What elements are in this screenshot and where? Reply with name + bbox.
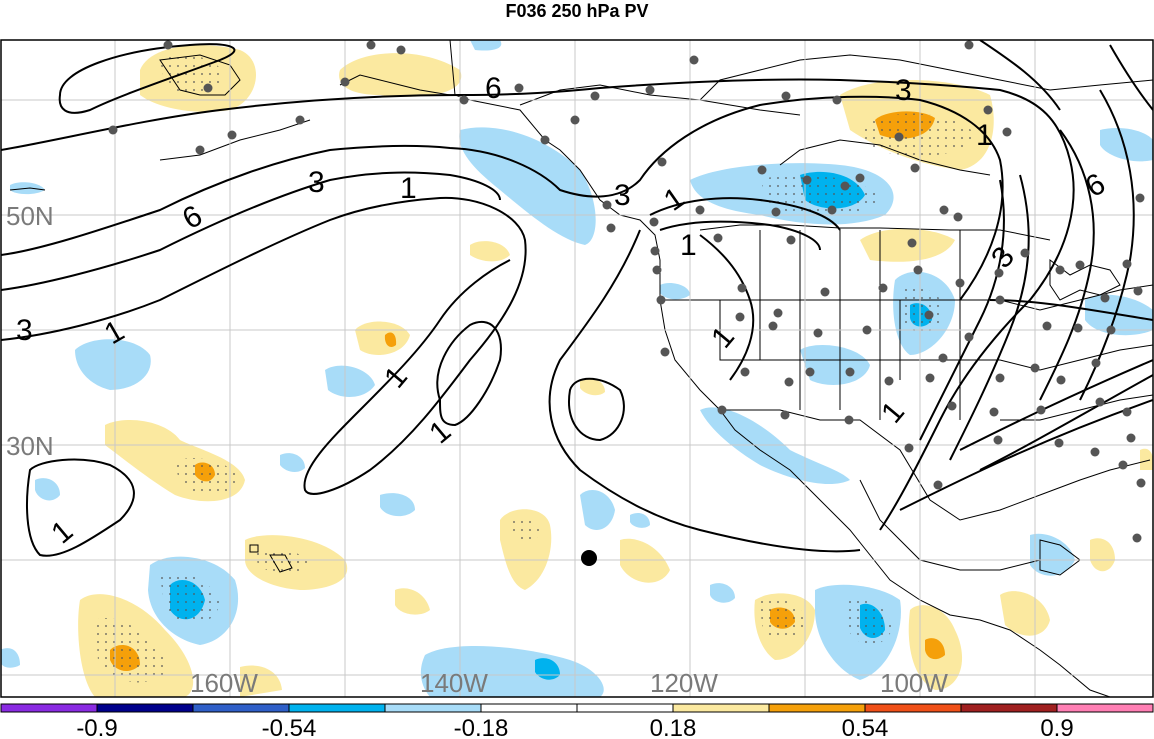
- colorbar-swatch: [97, 704, 193, 712]
- colorbar-label-neg-0.54: -0.54: [262, 715, 317, 739]
- gridlines: [1, 40, 1153, 697]
- contour-label: 3: [614, 179, 631, 212]
- colorbar-swatch: [865, 704, 961, 712]
- lon-label-140w: 140W: [420, 668, 488, 698]
- colorbar-swatch: [961, 704, 1057, 712]
- map-frame: [0, 39, 1154, 698]
- colorbar-swatch: [1057, 704, 1153, 712]
- colorbar-swatch: [1, 704, 97, 712]
- contour-label: 1: [400, 172, 417, 205]
- contour-label: 1: [976, 119, 993, 152]
- colorbar-label-0.54: 0.54: [842, 715, 889, 739]
- map-title: F036 250 hPa PV: [505, 1, 649, 21]
- colorbar-label-0.9: 0.9: [1040, 715, 1073, 739]
- station-dots: [108, 40, 1146, 543]
- colorbar-swatch: [769, 704, 865, 712]
- lon-label-160w: 160W: [190, 668, 258, 698]
- lat-label-30n: 30N: [6, 431, 54, 461]
- contour-label: 1: [680, 229, 697, 262]
- contour-label: 6: [485, 72, 502, 105]
- colorbar-label-0.18: 0.18: [650, 715, 697, 739]
- contour-label: 3: [308, 166, 325, 199]
- colorbar-label-neg-0.18: -0.18: [454, 715, 509, 739]
- colorbar-swatch: [673, 704, 769, 712]
- colorbar-swatch: [193, 704, 289, 712]
- colorbar-swatch: [481, 704, 577, 712]
- colorbar-swatch: [289, 704, 385, 712]
- contour-label: 3: [895, 74, 912, 107]
- pv-contours: [1, 40, 1153, 557]
- lon-label-120w: 120W: [650, 668, 718, 698]
- colorbar-swatch: [577, 704, 673, 712]
- colorbar-label-neg-0.9: -0.9: [76, 715, 117, 739]
- colorbar-swatch: [385, 704, 481, 712]
- lat-label-50n: 50N: [6, 201, 54, 231]
- reference-station-marker: [581, 550, 597, 566]
- colorbar: -0.9 -0.54 -0.18 0.18 0.54 0.9: [0, 703, 1154, 739]
- contour-label: 3: [16, 314, 33, 347]
- lon-label-100w: 100W: [880, 668, 948, 698]
